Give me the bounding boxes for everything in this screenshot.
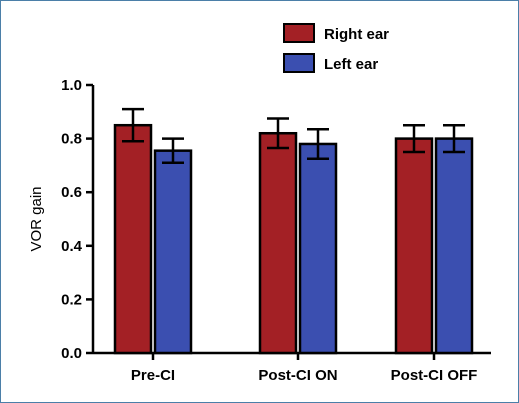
x-tick-label: Post-CI OFF [391,367,478,384]
bars [113,107,474,355]
legend-swatch-right-ear [283,23,315,43]
bar-left-ear [298,142,338,355]
y-tick-label: 0.2 [61,291,82,308]
y-tick-label: 0.0 [61,345,82,362]
y-tick-label: 0.4 [61,238,83,255]
legend-swatch-left-ear [283,53,315,73]
legend-label-right-ear: Right ear [324,26,389,43]
y-axis-label: VOR gain [28,186,45,251]
y-tick-label: 0.6 [61,184,82,201]
legend-label-left-ear: Left ear [324,56,378,73]
y-tick-label: 0.8 [61,131,82,148]
legend: Right ear Left ear [283,23,389,73]
bar-left-ear [434,137,474,355]
x-tick-label: Pre-CI [131,367,175,384]
bar-right-ear [258,131,298,355]
bar-left-ear [153,149,193,355]
bar-right-ear [394,137,434,355]
y-tick-label: 1.0 [61,77,82,94]
bar-right-ear [113,123,153,355]
x-tick-label: Post-CI ON [258,367,337,384]
